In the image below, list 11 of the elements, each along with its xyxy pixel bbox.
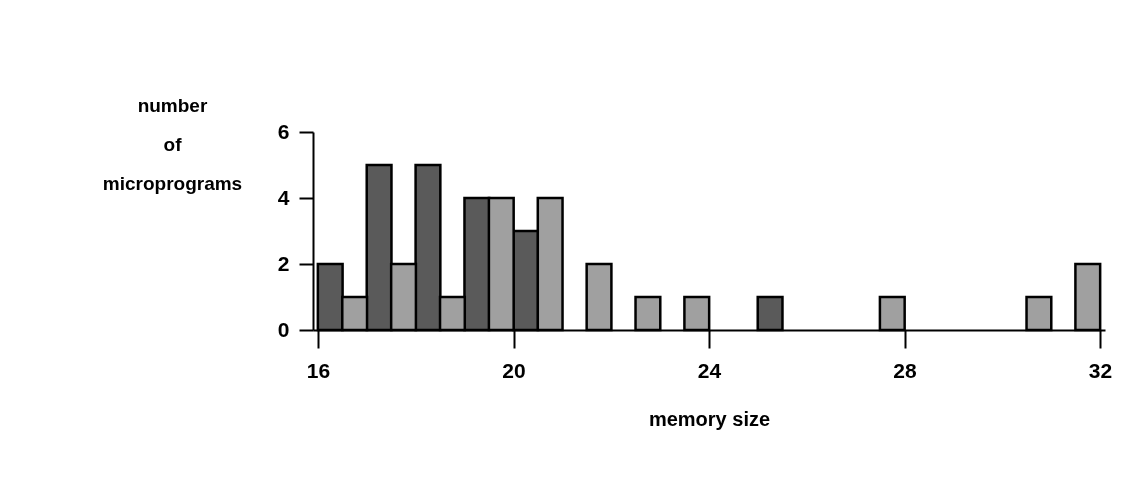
x-tick-label: 28 xyxy=(893,358,917,382)
x-tick-label: 24 xyxy=(697,358,722,382)
y-tick-label: 6 xyxy=(277,119,290,143)
y-tick-label: 2 xyxy=(277,251,290,275)
x-tick-label: 32 xyxy=(1088,358,1113,382)
x-tick-label: 20 xyxy=(502,358,526,382)
y-tick-label: 0 xyxy=(277,317,290,341)
y-tick-label: 4 xyxy=(277,185,290,209)
y-axis-title: number of microprograms xyxy=(102,94,243,194)
x-tick-label: 16 xyxy=(306,358,331,382)
x-axis-title: memory size xyxy=(648,407,771,430)
